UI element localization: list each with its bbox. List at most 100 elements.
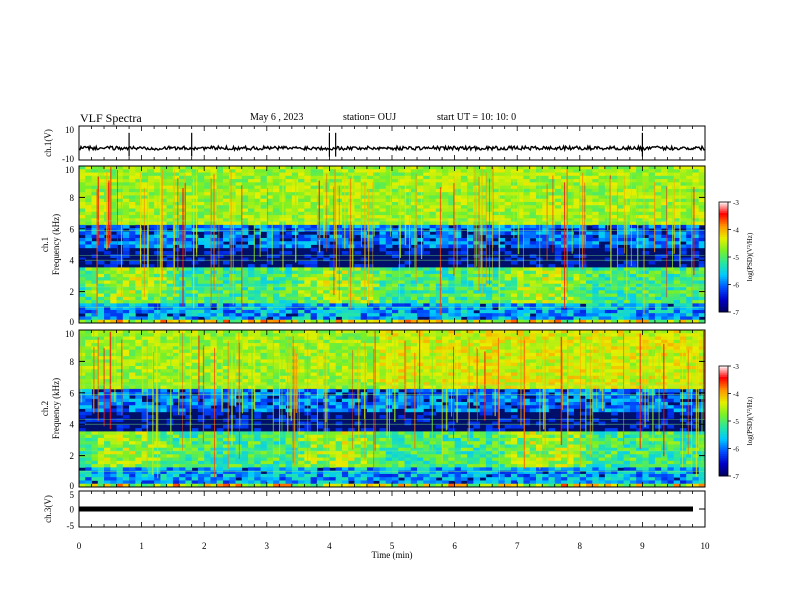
spectrogram-cell — [567, 303, 574, 308]
spectrogram-cell — [166, 234, 174, 239]
spectrogram-cell — [598, 218, 606, 222]
spectrogram-cell — [129, 221, 136, 226]
spectrogram-cell — [667, 179, 675, 183]
spectrogram-cell — [654, 296, 662, 301]
spectrogram-cell — [642, 296, 650, 301]
spectrogram-cell — [454, 234, 462, 239]
spectrogram-cell — [548, 293, 556, 298]
spectrogram-cell — [335, 346, 343, 351]
spectrogram-cell — [504, 277, 512, 281]
spectrogram-cell — [298, 201, 305, 206]
spectrogram-cell — [160, 316, 168, 321]
spectrogram-cell — [554, 277, 562, 281]
spectrogram-cell — [166, 287, 174, 291]
spectrogram-cell — [191, 319, 199, 324]
spectrogram-cell — [348, 208, 355, 213]
spectrogram-cell — [435, 192, 443, 196]
spectrogram-cell — [172, 257, 180, 262]
spectrogram-cell — [85, 283, 92, 288]
spectrogram-cell — [592, 273, 599, 278]
spectrogram-cell — [260, 201, 268, 206]
spectrogram-cell — [617, 241, 625, 245]
spectrogram-cell — [698, 215, 706, 219]
spectrogram-cell — [573, 172, 581, 177]
spectrogram-cell — [160, 175, 168, 180]
spectrogram-cell — [360, 300, 368, 304]
spectrogram-cell — [316, 267, 324, 272]
spectrogram-cell — [510, 316, 518, 321]
spectrogram-cell — [667, 290, 675, 294]
spectrogram-cell — [273, 234, 280, 239]
spectrogram-cell — [166, 319, 174, 324]
spectrogram-cell — [523, 270, 531, 275]
spectrogram-cell — [85, 201, 92, 206]
spectrogram-cell — [129, 218, 136, 222]
spectrogram-cell — [648, 221, 656, 226]
spectrogram-cell — [554, 293, 562, 298]
spectrogram-cell — [235, 309, 243, 314]
spectrogram-cell — [429, 195, 437, 200]
spectrogram-cell — [667, 175, 675, 180]
spectrogram-cell — [229, 343, 236, 347]
spectrogram-cell — [542, 224, 549, 229]
spectrogram-cell — [323, 224, 330, 229]
spectrogram-cell — [348, 185, 355, 190]
spectrogram-cell — [110, 264, 117, 268]
spectrogram-cell — [154, 198, 161, 203]
spectrogram-cell — [479, 201, 487, 206]
spectrogram-cell — [154, 273, 161, 278]
spectrogram-cell — [185, 346, 193, 351]
spectrogram-cell — [592, 303, 599, 308]
spectrogram-cell — [185, 290, 193, 294]
spectrogram-cell — [529, 293, 537, 298]
spectrogram-cell — [79, 316, 86, 321]
spectrogram-cell — [617, 333, 625, 337]
spectrogram-cell — [254, 306, 261, 311]
spectrogram-cell — [241, 270, 249, 275]
spectrogram-cell — [91, 319, 99, 324]
spectrogram-cell — [492, 241, 499, 245]
spectrogram-cell — [166, 349, 174, 354]
spectrogram-cell — [110, 287, 117, 291]
spectrogram-cell — [579, 198, 587, 203]
spectrogram-cell — [542, 277, 549, 281]
spectrogram-cell — [273, 179, 280, 183]
spectrogram-cell — [542, 333, 549, 337]
spectrogram-cell — [122, 192, 130, 196]
spectrogram-cell — [648, 224, 656, 229]
spectrogram-cell — [448, 260, 455, 265]
spectrogram-cell — [629, 231, 637, 236]
spectrogram-cell — [204, 231, 211, 236]
spectrogram-cell — [97, 333, 105, 337]
spectrogram-cell — [197, 280, 205, 285]
spectrogram-cell — [460, 330, 468, 334]
spectrogram-cell — [673, 287, 681, 291]
spectrogram-cell — [661, 330, 668, 334]
spectrogram-cell — [229, 195, 236, 200]
spectrogram-cell — [298, 182, 305, 187]
spectrogram-cell — [216, 316, 224, 321]
spectrogram-cell — [91, 346, 99, 351]
spectrogram-cell — [154, 251, 161, 255]
spectrogram-cell — [329, 296, 337, 301]
spectrogram-cell — [222, 192, 230, 196]
spectrogram-cell — [360, 273, 368, 278]
spectrogram-cell — [379, 319, 387, 324]
spectrogram-cell — [222, 205, 230, 209]
spectrogram-cell — [498, 198, 506, 203]
spectrogram-cell — [611, 309, 618, 314]
spectrogram-cell — [316, 300, 324, 304]
spectrogram-cell — [410, 313, 418, 317]
spectrogram-cell — [417, 198, 424, 203]
spectrogram-cell — [122, 349, 130, 354]
spectrogram-cell — [467, 270, 474, 275]
spectrogram-cell — [235, 283, 243, 288]
spectrogram-cell — [85, 205, 92, 209]
spectrogram-cell — [467, 330, 474, 334]
spectrogram-cell — [529, 218, 537, 222]
spectrogram-cell — [604, 313, 612, 317]
spectrogram-cell — [629, 260, 637, 265]
spectrogram-cell — [429, 336, 437, 341]
spectrogram-cell — [323, 169, 330, 173]
spectrogram-cell — [586, 231, 593, 236]
